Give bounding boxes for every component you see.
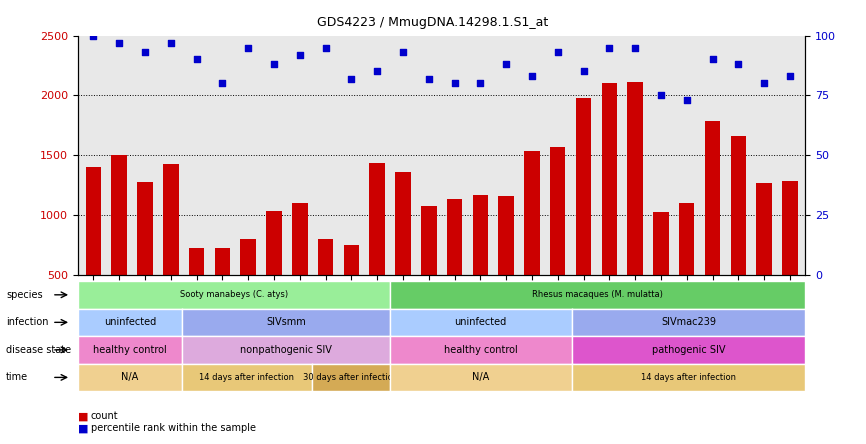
Point (267, 61, 281, 68)
Bar (86, 167, 101, 335)
Bar (370, 163, 385, 335)
Text: SIVmac239: SIVmac239 (661, 317, 716, 327)
Bar (756, 183, 772, 335)
Point (732, 61, 746, 68)
Text: time: time (6, 373, 29, 382)
Text: ■: ■ (78, 412, 88, 421)
Point (628, 44, 642, 51)
Point (525, 73, 539, 80)
Point (242, 44, 255, 51)
Text: 30 days after infection: 30 days after infection (303, 373, 398, 382)
Text: Sooty manabeys (C. atys): Sooty manabeys (C. atys) (180, 290, 288, 299)
Bar (344, 245, 359, 335)
Bar (782, 181, 798, 335)
Bar (627, 82, 643, 335)
Point (448, 80, 462, 87)
Bar (189, 248, 204, 335)
Text: pathogenic SIV: pathogenic SIV (652, 345, 725, 355)
Point (371, 68, 385, 75)
Point (783, 73, 797, 80)
Bar (731, 136, 746, 335)
Bar (447, 198, 462, 335)
Point (164, 39, 178, 46)
Text: SIVsmm: SIVsmm (266, 317, 306, 327)
Text: healthy control: healthy control (93, 345, 167, 355)
Text: count: count (91, 412, 119, 421)
Text: N/A: N/A (472, 373, 489, 382)
Point (757, 80, 771, 87)
Bar (112, 155, 127, 335)
Text: N/A: N/A (121, 373, 139, 382)
Text: 14 days after infection: 14 days after infection (199, 373, 294, 382)
Point (113, 39, 126, 46)
Text: uninfected: uninfected (104, 317, 156, 327)
Bar (602, 83, 617, 335)
Text: Rhesus macaques (M. mulatta): Rhesus macaques (M. mulatta) (532, 290, 663, 299)
Point (216, 80, 229, 87)
Bar (550, 147, 565, 335)
Text: percentile rank within the sample: percentile rank within the sample (91, 424, 256, 433)
Bar (473, 195, 488, 335)
Bar (421, 206, 436, 335)
Bar (292, 203, 307, 335)
Text: 14 days after infection: 14 days after infection (641, 373, 736, 382)
Bar (241, 239, 256, 335)
Bar (499, 196, 514, 335)
Point (319, 44, 333, 51)
Bar (395, 172, 410, 335)
Point (551, 49, 565, 56)
Text: nonpathogenic SIV: nonpathogenic SIV (240, 345, 332, 355)
Bar (163, 164, 178, 335)
Bar (679, 203, 695, 335)
Point (499, 61, 513, 68)
Text: species: species (6, 290, 42, 300)
Bar (705, 121, 721, 335)
Text: ■: ■ (78, 424, 88, 433)
Text: disease state: disease state (6, 345, 71, 355)
Point (138, 49, 152, 56)
Bar (524, 151, 540, 335)
Point (706, 56, 720, 63)
Bar (215, 248, 230, 335)
Point (87, 32, 100, 39)
Text: infection: infection (6, 317, 48, 327)
Point (654, 92, 668, 99)
Point (345, 75, 359, 82)
Bar (653, 212, 669, 335)
Point (680, 97, 694, 104)
Bar (138, 182, 152, 335)
Text: uninfected: uninfected (455, 317, 507, 327)
Bar (318, 239, 333, 335)
Point (422, 75, 436, 82)
Point (474, 80, 488, 87)
Point (396, 49, 410, 56)
Text: GDS4223 / MmugDNA.14298.1.S1_at: GDS4223 / MmugDNA.14298.1.S1_at (317, 16, 549, 28)
Bar (576, 98, 591, 335)
Point (293, 51, 307, 58)
Point (577, 68, 591, 75)
Point (190, 56, 204, 63)
Point (603, 44, 617, 51)
Bar (266, 210, 281, 335)
Text: healthy control: healthy control (443, 345, 518, 355)
